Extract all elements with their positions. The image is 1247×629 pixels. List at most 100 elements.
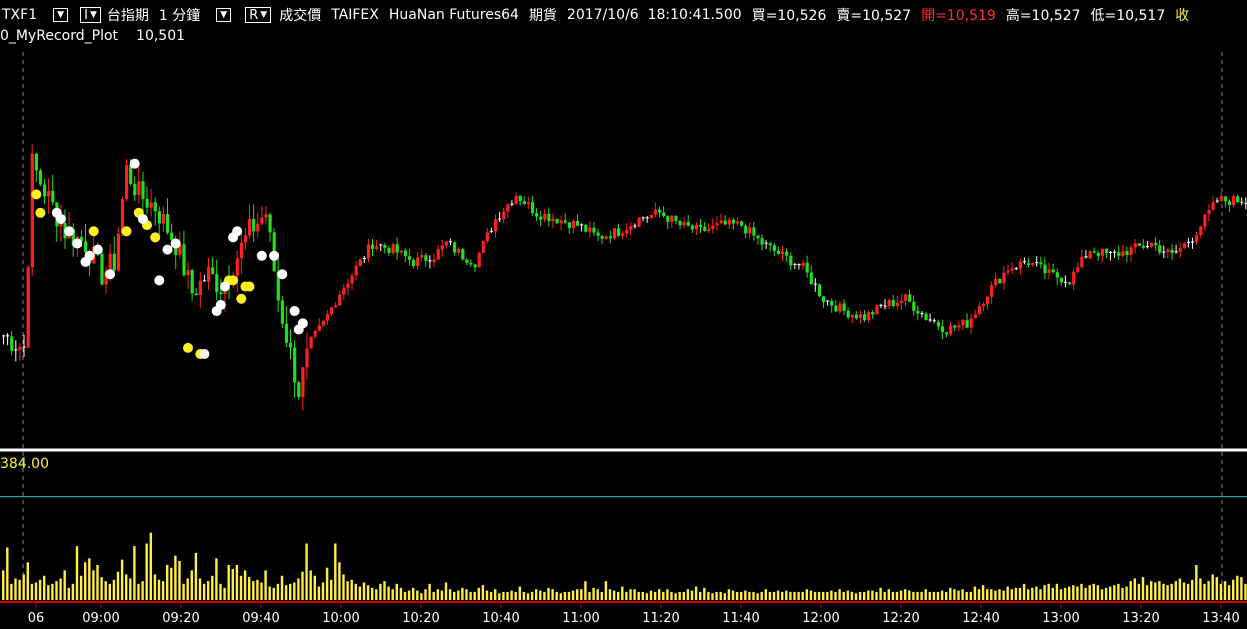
yellow-signal-marker bbox=[236, 293, 247, 304]
candle-body bbox=[936, 321, 940, 327]
candle-body bbox=[875, 305, 879, 315]
candle-body bbox=[129, 165, 133, 184]
candle-body bbox=[100, 253, 104, 285]
candle-body bbox=[252, 218, 256, 232]
volume-bar bbox=[116, 571, 120, 600]
volume-bar bbox=[867, 590, 870, 600]
candle-body bbox=[547, 213, 551, 222]
yellow-signal-marker bbox=[244, 281, 255, 292]
candle-body bbox=[998, 278, 1002, 284]
candle-body bbox=[84, 241, 88, 253]
candle-body bbox=[79, 236, 84, 242]
volume-bar bbox=[14, 578, 17, 600]
volume-bar bbox=[514, 591, 517, 600]
candle-body bbox=[375, 246, 379, 249]
candle-body bbox=[522, 201, 526, 205]
candle-body bbox=[354, 266, 358, 276]
volume-bar bbox=[563, 591, 567, 600]
mode-button[interactable]: R ▼ bbox=[245, 7, 272, 23]
volume-bar bbox=[354, 583, 357, 600]
volume-bar bbox=[817, 591, 821, 600]
candle-body bbox=[539, 216, 543, 220]
volume-bar bbox=[149, 532, 152, 600]
candle-body bbox=[629, 226, 633, 230]
symbol-label: TXF1 bbox=[2, 7, 38, 23]
volume-bar bbox=[670, 591, 673, 600]
volume-bar bbox=[219, 583, 222, 600]
time-tick-label: 09:00 bbox=[82, 611, 119, 626]
symbol-dropdown-button[interactable]: ▼ bbox=[53, 8, 69, 22]
time-axis: 06 09:00 09:20 09:40 10:00 10:20 10:40 11:00 11:… bbox=[28, 602, 1240, 626]
interval-dropdown-button[interactable]: ▼ bbox=[216, 8, 232, 22]
volume-bar bbox=[22, 574, 25, 600]
volume-bar bbox=[235, 565, 239, 600]
candle-body bbox=[945, 332, 949, 335]
candle-body bbox=[358, 259, 362, 267]
volume-bar bbox=[1240, 577, 1243, 600]
volume-bar bbox=[1072, 585, 1075, 600]
candle-body bbox=[731, 219, 735, 224]
volume-bar bbox=[543, 591, 546, 600]
volume-bar bbox=[617, 591, 620, 600]
indicator-button[interactable]: I ▼ bbox=[80, 7, 101, 23]
volume-bar bbox=[887, 589, 890, 600]
close-label-truncated: 收 bbox=[1175, 8, 1190, 24]
volume-bar bbox=[510, 590, 513, 600]
candle-body bbox=[908, 294, 912, 302]
candle-body bbox=[543, 213, 547, 220]
volume-bar bbox=[764, 589, 767, 600]
candle-body bbox=[551, 218, 555, 222]
volume-bar bbox=[768, 591, 772, 600]
candle-body bbox=[309, 336, 313, 349]
candle-body bbox=[38, 170, 43, 185]
volume-bar bbox=[506, 591, 509, 600]
candle-body bbox=[1080, 256, 1084, 268]
volume-bar bbox=[412, 587, 415, 600]
volume-bar bbox=[727, 589, 731, 600]
volume-bar bbox=[842, 591, 845, 600]
volume-bar bbox=[776, 590, 780, 600]
white-signal-marker bbox=[162, 244, 173, 255]
market-label: 期貨 bbox=[528, 8, 557, 24]
header-row-2: 0_MyRecord_Plot 10,501 bbox=[0, 26, 195, 46]
candle-body bbox=[1178, 248, 1182, 252]
volume-bar bbox=[879, 587, 882, 600]
volume-series bbox=[2, 532, 1247, 600]
volume-bar bbox=[2, 570, 5, 600]
volume-bar bbox=[826, 591, 829, 600]
volume-bar bbox=[1244, 583, 1247, 600]
candle-body bbox=[1027, 263, 1031, 265]
volume-bar bbox=[1170, 583, 1173, 600]
white-signal-marker bbox=[289, 306, 300, 317]
volume-bar bbox=[395, 583, 398, 600]
candle-body bbox=[830, 300, 834, 306]
volume-bar bbox=[551, 589, 554, 600]
candle-body bbox=[1125, 251, 1129, 255]
volume-bar bbox=[383, 581, 386, 600]
volume-bar bbox=[1027, 589, 1030, 600]
candle-body bbox=[403, 250, 407, 257]
volume-bar bbox=[186, 578, 189, 600]
volume-bar bbox=[289, 583, 292, 600]
candle-body bbox=[485, 232, 489, 242]
white-signal-marker bbox=[199, 349, 210, 360]
volume-bar bbox=[79, 575, 83, 600]
candle-body bbox=[391, 244, 395, 253]
candle-body bbox=[584, 224, 588, 232]
volume-bar bbox=[1113, 585, 1116, 600]
candle-body bbox=[1088, 251, 1092, 259]
volume-bar bbox=[260, 582, 263, 600]
volume-bar bbox=[272, 587, 275, 600]
volume-bar bbox=[10, 583, 13, 600]
candle-body bbox=[891, 300, 895, 307]
candle-body bbox=[994, 278, 998, 286]
candle-body bbox=[682, 221, 686, 226]
candle-body bbox=[133, 183, 137, 196]
volume-bar bbox=[748, 591, 751, 600]
volume-bar bbox=[453, 591, 456, 600]
candle-body bbox=[608, 236, 612, 239]
price-type-label: 成交價 bbox=[279, 8, 322, 24]
white-signal-marker bbox=[105, 269, 116, 280]
candle-body bbox=[817, 284, 822, 297]
